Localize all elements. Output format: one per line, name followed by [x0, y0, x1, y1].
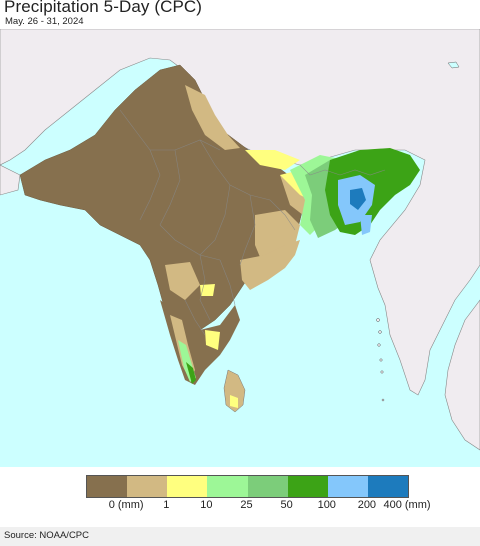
- mizoram-high: [360, 215, 372, 235]
- tibet-lake: [447, 61, 460, 69]
- legend-swatch-6: [327, 476, 368, 497]
- deccan-moderate: [200, 284, 215, 296]
- bangladesh-extreme: [350, 188, 366, 210]
- legend-swatch-7: [367, 476, 408, 497]
- outside-land-southeast: [444, 299, 480, 451]
- outside-land-west: [0, 164, 21, 196]
- legend-label-2: 10: [200, 499, 213, 511]
- legend-swatch-2: [167, 476, 208, 497]
- legend-label-0: 0 (mm): [108, 499, 144, 511]
- borders: [119, 109, 386, 336]
- sri-lanka-wet: [230, 395, 238, 408]
- himalaya-moderate: [245, 150, 300, 170]
- light-rain-deccan: [165, 262, 200, 300]
- legend-swatch-3: [207, 476, 248, 497]
- source-credit: Source: NOAA/CPC: [4, 530, 89, 541]
- footer: Source: NOAA/CPC: [0, 527, 480, 546]
- map-title: Precipitation 5-Day (CPC): [4, 0, 203, 16]
- legend-label-3: 25: [240, 499, 253, 511]
- legend-ticks: 0 (mm) 1 10 25 50 100 200 400 (mm): [0, 499, 480, 513]
- legend-label-4: 50: [280, 499, 293, 511]
- legend-swatch-0: [87, 476, 128, 497]
- east-india-light: [240, 240, 300, 290]
- legend-swatch-1: [127, 476, 168, 497]
- color-legend: [86, 475, 409, 498]
- tamilnadu-moderate: [205, 330, 220, 350]
- sri-lanka: [223, 369, 246, 413]
- legend-swatch-4: [247, 476, 288, 497]
- andaman-islands: [376, 318, 385, 402]
- legend-label-5: 100: [317, 499, 336, 511]
- date-range: May. 26 - 31, 2024: [5, 16, 84, 27]
- legend-label-1: 1: [163, 499, 170, 511]
- light-rain-himalaya: [185, 85, 240, 150]
- legend-label-6: 200: [357, 499, 377, 511]
- precipitation-map: [0, 29, 480, 467]
- legend-label-7: 400 (mm): [383, 499, 431, 511]
- kerala-coast-very-heavy: [186, 362, 196, 384]
- legend-swatch-5: [287, 476, 328, 497]
